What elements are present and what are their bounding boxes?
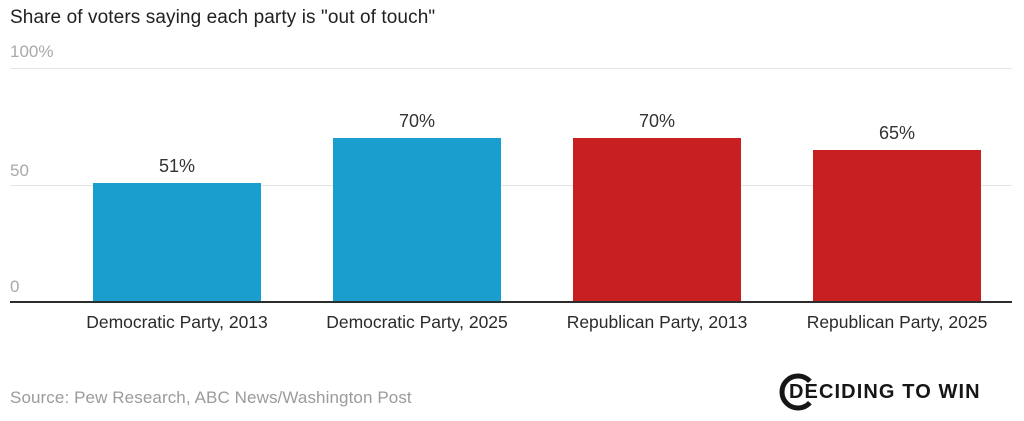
x-axis-label: Democratic Party, 2025: [326, 312, 508, 332]
bar-group: 51%: [93, 156, 261, 302]
bar: [573, 138, 741, 302]
bar: [333, 138, 501, 302]
brand-logo: DECIDING TO WIN: [777, 371, 1015, 413]
brand-logo-text: DECIDING TO WIN: [789, 381, 981, 403]
y-tick-100: 100%: [10, 42, 54, 61]
x-axis-label: Republican Party, 2013: [566, 312, 748, 332]
c-ring-icon: [779, 373, 812, 411]
y-tick-50: 50: [10, 161, 29, 180]
bar: [93, 183, 261, 302]
bar-group: 70%: [573, 111, 741, 302]
bar-value-label: 51%: [158, 156, 196, 176]
bar-value-label: 70%: [638, 111, 676, 131]
gridline-50: [10, 185, 1012, 186]
source-note: Source: Pew Research, ABC News/Washingto…: [10, 388, 412, 407]
x-axis-baseline: [10, 301, 1012, 303]
bar-value-label: 65%: [878, 123, 916, 143]
chart-title: Share of voters saying each party is "ou…: [10, 7, 436, 28]
bar-group: 65%: [813, 123, 981, 302]
x-axis-label: Democratic Party, 2013: [86, 312, 268, 332]
bar-group: 70%: [333, 111, 501, 302]
bar: [813, 150, 981, 302]
y-tick-0: 0: [10, 277, 20, 296]
bar-value-label: 70%: [398, 111, 436, 131]
x-axis-label: Republican Party, 2025: [806, 312, 988, 332]
gridline-100: [10, 68, 1012, 69]
